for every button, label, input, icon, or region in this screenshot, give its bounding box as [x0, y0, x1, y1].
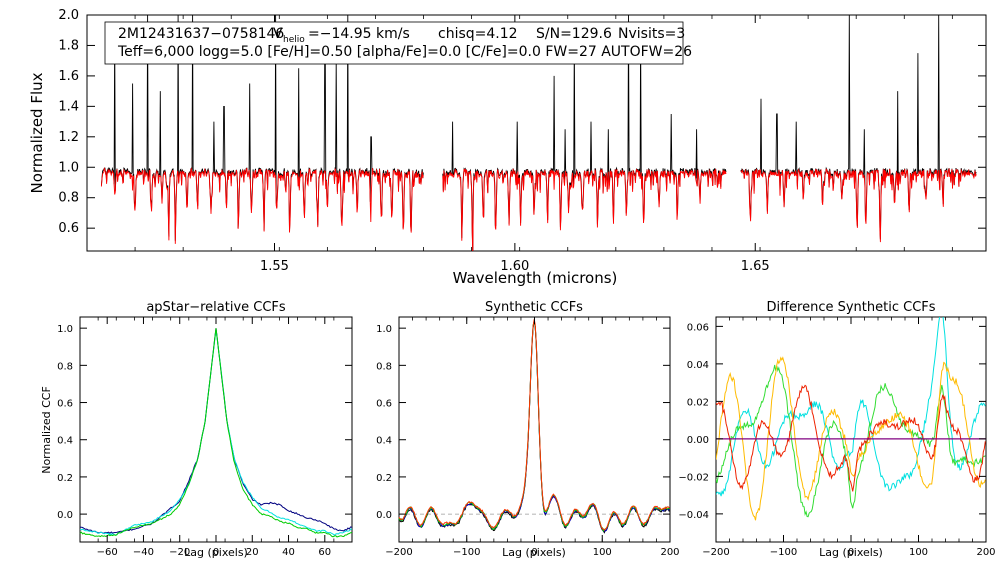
info-snr: S/N=129.6 [536, 26, 612, 42]
y-tick-label: 0.2 [376, 473, 392, 484]
y-tick-label: 0.8 [57, 361, 73, 372]
x-tick-label: 100 [909, 547, 928, 558]
y-tick-label: 0.0 [376, 510, 392, 521]
info-star-id: 2M12431637−0758146 [118, 26, 284, 42]
y-tick-label: 1.4 [58, 99, 79, 114]
spectrum-synthetic-line [740, 168, 977, 243]
spectrum-axis-ticks: 1.55 1.60 1.65 0.6 0.8 1.0 1.2 1.4 1.6 1.8 2.0 [58, 8, 986, 274]
y-tick-label: 0.2 [57, 473, 73, 484]
info-v-value: =−14.95 km/s [308, 26, 410, 42]
x-tick-label: 0 [531, 547, 537, 558]
x-tick-label: 0 [213, 547, 219, 558]
x-tick-label: −200 [702, 547, 729, 558]
difference-ccf-x-label: Lag (pixels) [819, 546, 883, 559]
apstar-ccf-visit-3 [79, 328, 353, 538]
x-tick-label: −40 [133, 547, 154, 558]
apstar-ccf-title: apStar−relative CCFs [146, 300, 286, 315]
apstar-ccf-lines [79, 328, 353, 538]
synthetic-ccf-title: Synthetic CCFs [485, 300, 583, 315]
spectrum-synthetic-line [442, 168, 727, 251]
x-tick-label: −100 [453, 547, 480, 558]
difference-ccf-visit-2 [716, 364, 986, 518]
info-box: 2M12431637−0758146 V helio =−14.95 km/s … [104, 21, 692, 65]
x-tick-label: 0 [848, 547, 854, 558]
y-tick-label: 1.6 [58, 69, 79, 84]
y-tick-label: 0.6 [57, 399, 73, 410]
y-tick-label: 1.2 [58, 130, 79, 145]
spectrum-x-label: Wavelength (microns) [453, 269, 618, 287]
y-tick-label: −0.04 [678, 510, 709, 521]
info-chisq: chisq=4.12 [438, 26, 518, 42]
spectrum-y-label: Normalized Flux [28, 72, 46, 193]
x-tick-label: −20 [169, 547, 190, 558]
spectrum-lines [100, 15, 977, 251]
info-v-subscript: helio [283, 35, 305, 45]
x-tick-label: 1.55 [260, 259, 289, 274]
y-tick-label: 0.02 [687, 397, 709, 408]
synthetic-ccf-x-label: Lag (pixels) [502, 546, 566, 559]
y-tick-label: 0.06 [687, 322, 709, 333]
y-tick-label: 0.0 [57, 510, 73, 521]
difference-ccf-visit-4 [716, 384, 986, 492]
spectrum-plot-frame [86, 14, 987, 252]
y-tick-label: 0.04 [687, 360, 709, 371]
apstar-ccf-y-label: Normalized CCF [40, 386, 53, 474]
spectrum-panel: 1.55 1.60 1.65 0.6 0.8 1.0 1.2 1.4 1.6 1.8 2.0 2M1… [28, 8, 987, 287]
difference-ccf-title: Difference Synthetic CCFs [766, 300, 935, 315]
y-tick-label: −0.02 [678, 472, 709, 483]
y-tick-label: 0.8 [58, 191, 79, 206]
x-tick-label: 60 [318, 547, 331, 558]
x-tick-label: −200 [385, 547, 412, 558]
apstar-ccf-panel: −60 −40 −20 0 20 40 60 0.0 0.2 0.4 0.6 0.8 1.0 apSta… [40, 300, 353, 559]
synthetic-ccf-axis-ticks: −200 −100 0 100 200 0.0 0.2 0.4 0.6 0.8 1.0 [376, 317, 680, 558]
y-tick-label: 0.8 [376, 361, 392, 372]
info-box-frame [104, 21, 684, 65]
y-tick-label: 0.4 [57, 436, 73, 447]
y-tick-label: 1.8 [58, 38, 79, 53]
y-tick-label: 1.0 [58, 160, 79, 175]
y-tick-label: 0.6 [58, 221, 79, 236]
y-tick-label: 2.0 [58, 8, 79, 23]
x-tick-label: −60 [97, 547, 118, 558]
x-tick-label: 1.65 [741, 259, 770, 274]
info-v-label: V [273, 26, 283, 42]
apstar-ccf-x-label: Lag (pixels) [184, 546, 248, 559]
spectrum-synthetic-line [100, 166, 424, 244]
info-stellar-parameters: Teff=6,000 logg=5.0 [Fe/H]=0.50 [alpha/F… [117, 44, 692, 60]
difference-ccf-visit-3 [716, 356, 986, 521]
difference-ccf-lines [716, 317, 986, 521]
y-tick-label: 1.0 [57, 324, 73, 335]
x-tick-label: 40 [282, 547, 295, 558]
x-tick-label: 100 [593, 547, 612, 558]
y-tick-label: 0.00 [687, 435, 709, 446]
apstar-ccf-axis-ticks: −60 −40 −20 0 20 40 60 0.0 0.2 0.4 0.6 0.8 1.0 [57, 317, 353, 558]
x-tick-label: 20 [246, 547, 259, 558]
y-tick-label: 0.6 [376, 399, 392, 410]
y-tick-label: 0.4 [376, 436, 392, 447]
difference-ccf-panel: −200 −100 0 100 200 −0.04 −0.02 0.00 0.02 0.04 0.0… [678, 300, 995, 559]
info-nvisits: Nvisits=3 [618, 26, 685, 42]
x-tick-label: 200 [976, 547, 995, 558]
x-tick-label: −100 [770, 547, 797, 558]
y-tick-label: 1.0 [376, 324, 392, 335]
difference-ccf-axis-ticks: −200 −100 0 100 200 −0.04 −0.02 0.00 0.02 0.04 0.0… [678, 317, 996, 558]
x-tick-label: 200 [660, 547, 679, 558]
synthetic-ccf-panel: −200 −100 0 100 200 0.0 0.2 0.4 0.6 0.8 1.0 Synthe… [376, 300, 679, 559]
difference-ccf-visit-1 [716, 317, 986, 497]
x-tick-label: 1.60 [500, 259, 529, 274]
